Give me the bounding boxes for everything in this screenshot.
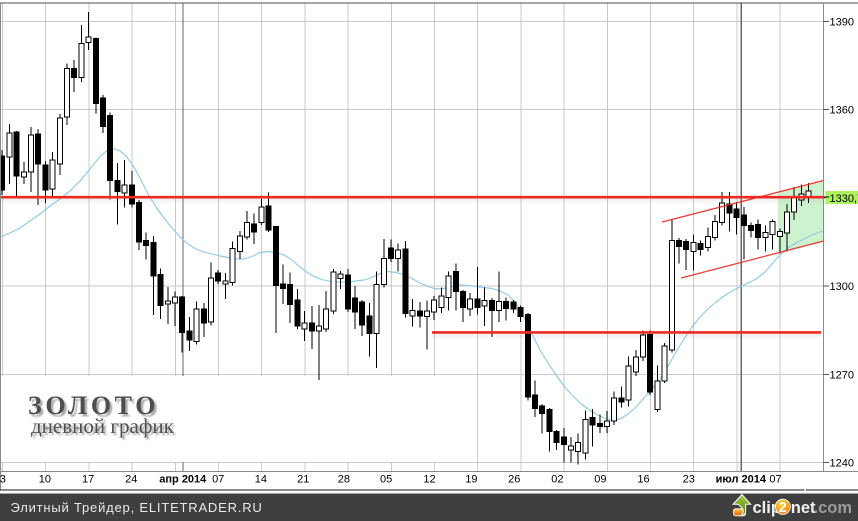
svg-text:1390: 1390 [830, 17, 854, 29]
svg-text:дневной график: дневной график [33, 416, 177, 440]
svg-text:05: 05 [380, 474, 392, 486]
svg-text:10: 10 [39, 474, 51, 486]
svg-text:1270: 1270 [830, 369, 854, 381]
svg-text:09: 09 [594, 474, 606, 486]
svg-text:02: 02 [551, 474, 563, 486]
svg-text:net: net [791, 499, 816, 517]
svg-text:3: 3 [0, 474, 6, 486]
svg-text:07: 07 [769, 474, 781, 486]
svg-text:clip: clip [753, 499, 781, 517]
svg-text:1360: 1360 [830, 105, 854, 117]
svg-text:ЗОЛОТО: ЗОЛОТО [28, 391, 159, 420]
svg-text:21: 21 [297, 474, 309, 486]
svg-text:17: 17 [82, 474, 94, 486]
svg-text:16: 16 [637, 474, 649, 486]
svg-text:1330,7: 1330,7 [830, 193, 858, 205]
svg-text:28: 28 [338, 474, 350, 486]
svg-text:23: 23 [683, 474, 695, 486]
svg-text:ЗОЛОТО: ЗОЛОТО [30, 393, 161, 422]
svg-text:дневной график: дневной график [31, 414, 175, 438]
svg-text:24: 24 [125, 474, 137, 486]
svg-text:2: 2 [779, 500, 787, 516]
svg-text:1300: 1300 [830, 281, 854, 293]
svg-text:07: 07 [212, 474, 224, 486]
svg-text:19: 19 [465, 474, 477, 486]
svg-text:14: 14 [255, 474, 267, 486]
svg-text:12: 12 [423, 474, 435, 486]
svg-text:июл 2014: июл 2014 [716, 474, 767, 486]
svg-text:.com: .com [814, 499, 853, 517]
svg-text:1240: 1240 [830, 458, 854, 470]
svg-text:Элитный Трейдер, ELITETRADER.R: Элитный Трейдер, ELITETRADER.RU [11, 500, 263, 515]
svg-text:26: 26 [508, 474, 520, 486]
svg-text:апр 2014: апр 2014 [159, 474, 207, 486]
